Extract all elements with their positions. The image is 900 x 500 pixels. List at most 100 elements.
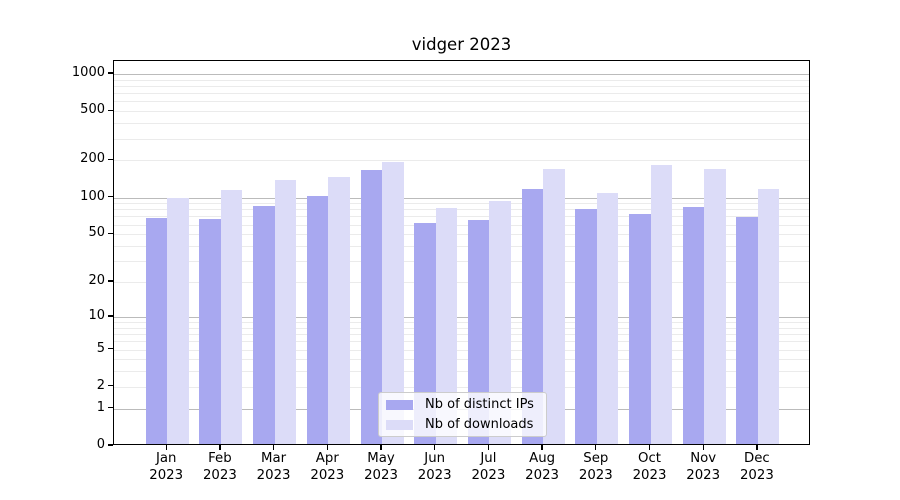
gridline-100 [114, 197, 809, 199]
x-tick-label-sep: Sep 2023 [564, 451, 628, 484]
gridline-20 [114, 282, 809, 283]
y-tick-mark [108, 158, 113, 161]
x-tick-label-jul: Jul 2023 [456, 451, 520, 484]
x-tick-year: 2023 [686, 467, 721, 483]
gridline-3 [114, 371, 809, 373]
gridline-400 [114, 123, 809, 125]
gridline-500 [114, 111, 809, 113]
chart-title: vidger 2023 [411, 35, 512, 54]
x-tick-year: 2023 [310, 467, 345, 483]
x-tick-month: Jul [480, 451, 497, 466]
x-tick-mark [326, 445, 328, 450]
bar-downloads-jul [489, 201, 511, 444]
x-tick-label-oct: Oct 2023 [618, 451, 682, 484]
x-tick-month: Sep [583, 451, 609, 466]
x-tick-mark [487, 445, 490, 450]
gridline-7 [114, 334, 809, 335]
gridline-200 [114, 160, 809, 162]
x-tick-year: 2023 [578, 467, 613, 483]
gridline-30 [114, 261, 809, 263]
gridline-700 [114, 93, 809, 95]
gridline-900 [114, 79, 809, 81]
bar-distinct-ips-dec [736, 216, 758, 444]
gridline-2 [114, 386, 809, 388]
x-tick-label-aug: Aug 2023 [510, 451, 574, 484]
y-tick-label: 2 [96, 377, 105, 393]
x-tick-month: Mar [261, 451, 287, 466]
bar-downloads-feb [220, 189, 243, 444]
bar-distinct-ips-may [360, 170, 382, 444]
x-tick-label-nov: Nov 2023 [671, 451, 735, 484]
x-tick-label-may: May 2023 [349, 451, 413, 484]
x-tick-month: Feb [208, 451, 232, 466]
x-tick-year: 2023 [202, 467, 237, 483]
y-tick-mark [108, 195, 113, 198]
x-tick-year: 2023 [364, 467, 398, 483]
gridline-4 [114, 359, 809, 361]
x-tick-mark [434, 445, 436, 450]
bar-distinct-ips-nov [682, 206, 705, 444]
x-tick-mark [648, 445, 651, 450]
x-tick-mark [541, 445, 543, 450]
x-tick-label-feb: Feb 2023 [188, 451, 252, 484]
x-tick-label-jan: Jan 2023 [134, 451, 198, 484]
bar-distinct-ips-jul [467, 220, 490, 444]
gridline-90 [114, 203, 809, 205]
y-tick-label: 100 [80, 188, 105, 204]
x-tick-year: 2023 [149, 467, 184, 483]
x-tick-month: Jan [155, 451, 177, 466]
y-tick-label: 1 [96, 399, 105, 415]
gridline-8 [114, 327, 809, 329]
legend: Nb of distinct IPs Nb of downloads [378, 392, 547, 437]
x-tick-month: Jun [424, 451, 446, 466]
x-tick-month: Oct [638, 451, 661, 466]
gridline-9 [114, 322, 809, 323]
bar-downloads-jan [167, 198, 189, 444]
bar-distinct-ips-oct [629, 214, 651, 444]
x-tick-label-dec: Dec 2023 [725, 451, 789, 484]
gridline-50 [114, 234, 809, 236]
gridline-800 [114, 85, 809, 87]
x-tick-year: 2023 [256, 467, 291, 483]
x-tick-year: 2023 [739, 467, 774, 483]
y-tick-label: 1000 [71, 64, 105, 80]
x-tick-year: 2023 [632, 467, 667, 483]
x-tick-label-mar: Mar 2023 [242, 451, 306, 484]
gridline-300 [114, 138, 809, 140]
bar-downloads-may [382, 162, 404, 444]
bar-distinct-ips-aug [521, 188, 544, 444]
bar-distinct-ips-feb [199, 219, 221, 444]
y-tick-label: 20 [88, 273, 105, 288]
y-tick-mark [108, 280, 113, 282]
legend-swatch [386, 399, 413, 410]
bar-downloads-apr [328, 176, 350, 444]
y-tick-mark [108, 72, 113, 74]
y-tick-mark [108, 109, 113, 111]
x-tick-mark [272, 445, 275, 450]
bar-downloads-dec [757, 189, 780, 444]
y-tick-mark [108, 347, 113, 350]
x-tick-label-jun: Jun 2023 [403, 451, 467, 484]
y-tick-mark [108, 315, 113, 317]
x-tick-year: 2023 [417, 467, 452, 483]
x-tick-mark [756, 445, 758, 450]
x-tick-month: May [367, 451, 395, 466]
gridline-600 [114, 101, 809, 103]
y-tick-label: 10 [88, 307, 105, 323]
y-tick-label: 500 [80, 102, 105, 118]
gridline-60 [114, 224, 809, 226]
x-tick-mark [219, 445, 221, 450]
legend-row: Nb of downloads [386, 417, 539, 432]
x-tick-year: 2023 [525, 467, 560, 483]
bar-distinct-ips-mar [253, 206, 275, 444]
x-tick-mark [595, 445, 597, 450]
gridline-5 [114, 349, 809, 351]
gridline-1000 [114, 73, 809, 75]
bar-distinct-ips-sep [575, 209, 597, 444]
x-tick-mark [165, 445, 167, 450]
x-tick-mark [380, 445, 382, 450]
x-tick-month: Dec [744, 451, 770, 466]
bar-downloads-jun [435, 208, 458, 444]
legend-swatch [386, 419, 413, 430]
gridline-80 [114, 209, 809, 211]
